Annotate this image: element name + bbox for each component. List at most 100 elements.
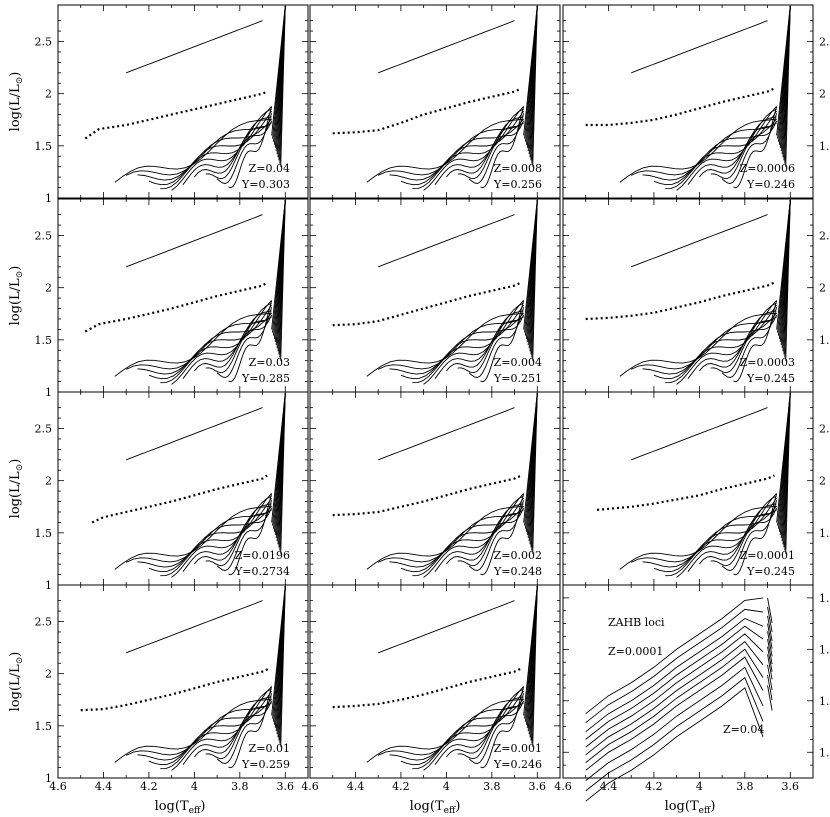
zahb-label-top: Z=0.0001 [608,645,663,658]
isochrone-panel: Z=0.0196 Y=0.2734 [57,391,309,586]
isochrone-track [642,118,777,181]
isochrone-track [423,302,524,385]
isochrone-track [642,312,777,375]
isochrone-track [182,503,272,572]
rgb-branch [523,585,538,716]
zahb-locus [84,90,268,140]
panel-y-label: Y=0.248 [493,565,542,578]
panel-z-label: Z=0.0196 [235,549,290,562]
x-tick-label: 4 [696,780,703,793]
isochrone-track [194,316,272,372]
isochrone-track [699,509,777,565]
isochrone-track [194,702,272,758]
isochrone-track [653,110,777,186]
zahb-curve-tail [767,654,773,680]
x-tick-label: 4.4 [347,780,365,793]
isochrone-track [721,113,778,184]
isochrone-track [400,497,524,573]
isochrone-track [412,300,524,384]
zahb-curve-tail [767,674,773,701]
panel-z-label: Z=0.03 [249,356,290,369]
x-tick-label: 4.6 [301,780,319,793]
y-axis-label-main: log(L/L [8,664,23,711]
isochrone-track [631,20,768,74]
isochrone-panel: Z=0.0003 Y=0.245 [562,198,814,393]
rgb-branch [523,5,538,136]
zahb-curve-tail [767,623,773,649]
zahb-curve [585,666,764,781]
isochrone-track [137,698,272,761]
isochrone-track [228,493,273,576]
isochrone-track [389,118,524,181]
panel-y-label: Y=0.259 [241,758,290,771]
zahb-curve-tail [767,685,773,711]
y-axis-label-close: ) [8,459,23,464]
isochrone-panel: Z=0.03 Y=0.285 [57,198,309,393]
y-tick-label: 2 [45,668,52,681]
isochrone-track [137,312,272,375]
y-axis-label: log(L/L⊙) [8,459,25,519]
zahb-curve [585,608,764,724]
zahb-locus [332,87,522,135]
y-tick-label: 1.5 [819,334,830,347]
isochrone-track [457,120,525,180]
isochrone-track [389,312,524,375]
isochrone-track [378,214,515,268]
zahb-curve [585,656,764,771]
y-tick-label: 1.5 [35,720,53,733]
isochrone-track [171,688,272,771]
isochrone-track [194,122,272,178]
y-tick-label: 2 [819,282,826,295]
panel-z-label: Z=0.04 [249,162,290,175]
isochrone-track [653,497,777,573]
isochrone-track [676,302,777,385]
zahb-curve [585,633,764,748]
panel-frame [562,4,814,199]
panel-y-label: Y=0.2734 [234,565,290,578]
zahb-loci-panel: ZAHB loci Z=0.0001 Z=0.04 1.2 1.4 1.6 1.8 [562,584,830,802]
x-tick-label: 4 [443,780,450,793]
panel-z-label: Z=0.0003 [740,356,795,369]
isochrone-track [733,106,778,189]
isochrone-panel: Z=0.01 Y=0.259 [57,584,309,779]
zahb-curve [585,640,764,756]
isochrone-track [160,686,272,770]
isochrone-track [446,316,524,372]
panel-z-label: Z=0.004 [494,356,542,369]
isochrone-track [400,110,524,186]
panel-y-label: Y=0.303 [241,178,290,191]
zahb-curve-tail [767,638,773,665]
y-axis-label: log(L/L⊙) [8,266,25,326]
y-tick-label: 2.5 [35,423,53,436]
x-tick-label: 3.6 [277,780,295,793]
isochrone-track [457,507,525,567]
zahb-curve [585,687,764,802]
isochrone-track [412,686,524,770]
isochrone-track [171,495,272,578]
rgb-branch [271,5,286,136]
isochrone-track [480,300,525,383]
isochrone-track [665,493,777,577]
isochrone-track [631,407,768,461]
isochrone-track [400,690,524,766]
y-axis-label-sub: ⊙ [15,464,25,472]
isochrone-track [434,503,524,572]
isochrone-track [400,304,524,380]
y-axis-label-main: log(L/L [8,84,23,131]
isochrone-track [710,507,778,567]
panel-frame [57,584,309,779]
isochrone-track [126,20,263,74]
isochrone-track [182,116,272,185]
isochrone-track [434,116,524,185]
isochrone-track [148,690,272,766]
y-tick-label: 2.5 [819,36,830,49]
isochrone-track [160,300,272,384]
isochrone-panel: Z=0.008 Y=0.256 [309,4,561,199]
zahb-curve [585,597,764,715]
isochrone-track [480,106,525,189]
x-tick-label: 3.8 [231,780,249,793]
isochrone-track [642,505,777,568]
isochrone-track [182,696,272,765]
zahb-locus [332,474,522,517]
isochrone-track [412,106,524,190]
